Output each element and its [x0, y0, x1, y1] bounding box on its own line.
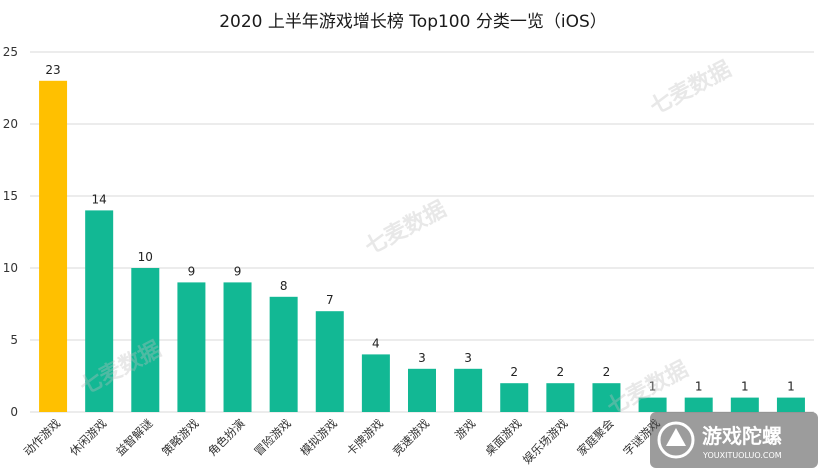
bar [223, 282, 252, 412]
watermarks: 七麦数据 七麦数据 七麦数据 七麦数据 [76, 56, 736, 420]
data-label: 3 [464, 351, 472, 365]
bar [592, 383, 621, 412]
logo-url: YOUXITUOLUO.COM [702, 451, 782, 460]
category-label: 模拟游戏 [297, 416, 340, 459]
category-label: 角色扮演 [205, 416, 247, 458]
data-label: 23 [45, 63, 60, 77]
bar [39, 80, 68, 413]
bar [408, 368, 436, 412]
data-label: 2 [603, 365, 611, 379]
data-label: 1 [741, 380, 749, 394]
category-label: 休闲游戏 [67, 416, 110, 459]
data-label: 10 [138, 250, 153, 264]
bar [454, 368, 483, 412]
category-label: 卡牌游戏 [344, 416, 387, 459]
category-label: 益智解谜 [113, 416, 156, 459]
data-label: 1 [695, 380, 703, 394]
y-tick-label: 25 [3, 45, 18, 59]
spinning-top-icon [657, 421, 695, 459]
y-tick-label: 5 [10, 333, 18, 347]
data-labels: 23 14 10 9 9 8 7 4 3 3 2 2 2 1 1 1 1 [45, 63, 794, 394]
bar [638, 397, 667, 412]
data-label: 4 [372, 336, 380, 350]
data-label: 3 [418, 351, 426, 365]
y-tick-label: 0 [10, 405, 18, 419]
bar [177, 282, 206, 412]
data-label: 9 [188, 264, 196, 278]
bar [500, 383, 529, 412]
watermark: 七麦数据 [361, 196, 451, 260]
chart-title: 2020 上半年游戏增长榜 Top100 分类一览（iOS） [219, 12, 607, 32]
category-label: 家庭聚会 [574, 416, 617, 459]
brand-logo: 游戏陀螺 YOUXITUOLUO.COM [650, 412, 818, 468]
category-label: 娱乐场游戏 [520, 416, 571, 467]
category-label: 游戏 [452, 416, 479, 443]
category-label: 竞速游戏 [390, 416, 433, 459]
category-label: 策略游戏 [159, 416, 202, 459]
bar [361, 354, 390, 412]
data-label: 1 [787, 380, 795, 394]
bar [684, 397, 713, 412]
bar [269, 296, 298, 412]
y-tick-label: 20 [3, 117, 18, 131]
data-label: 1 [649, 380, 657, 394]
data-label: 8 [280, 279, 288, 293]
watermark: 七麦数据 [646, 56, 736, 120]
y-axis-ticks: 0 5 10 15 20 25 [3, 45, 18, 419]
category-labels: 动作游戏 休闲游戏 益智解谜 策略游戏 角色扮演 冒险游戏 模拟游戏 卡牌游戏 竞速游戏 游戏 桌面… [21, 416, 663, 467]
bar [131, 268, 160, 412]
bars [39, 80, 805, 413]
logo-name: 游戏陀螺 [702, 424, 782, 448]
data-label: 2 [557, 365, 565, 379]
category-label: 桌面游戏 [482, 416, 525, 459]
data-label: 9 [234, 264, 242, 278]
y-tick-label: 10 [3, 261, 18, 275]
y-tick-label: 15 [3, 189, 18, 203]
bar [315, 311, 344, 412]
bar [546, 383, 575, 412]
data-label: 7 [326, 293, 334, 307]
data-label: 2 [510, 365, 518, 379]
category-label: 动作游戏 [21, 416, 64, 459]
data-label: 14 [92, 192, 107, 206]
category-label: 冒险游戏 [251, 416, 294, 459]
bar [776, 397, 805, 412]
bar [85, 210, 114, 412]
bar [730, 397, 759, 412]
